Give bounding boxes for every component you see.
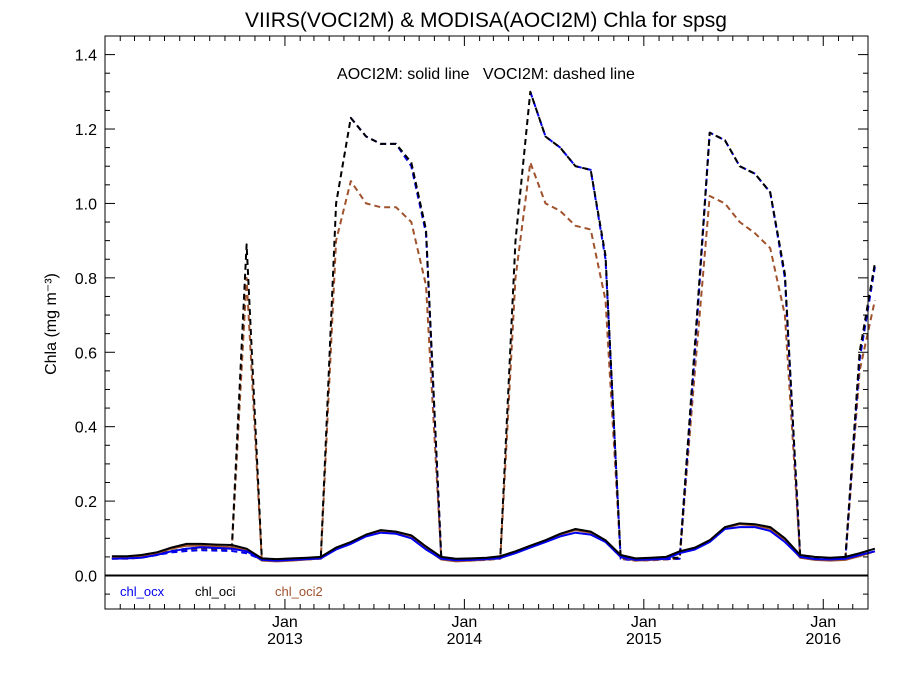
x-tick-label-month: Jan xyxy=(631,614,657,631)
y-tick-label: 0.2 xyxy=(75,494,97,511)
series-chl_ocx-aoci2m xyxy=(111,526,876,562)
legend-item-chl_oci: chl_oci xyxy=(195,584,236,599)
series-chl_oci-voci2m xyxy=(111,90,876,561)
chart-annotation: AOCI2M: solid line VOCI2M: dashed line xyxy=(337,66,635,83)
x-tick-label-year: 2016 xyxy=(805,631,841,648)
x-tick-label-month: Jan xyxy=(451,614,477,631)
x-tick-label-year: 2015 xyxy=(626,631,662,648)
x-tick-label-month: Jan xyxy=(272,614,298,631)
legend-item-chl_oci2: chl_oci2 xyxy=(275,584,323,599)
y-tick-label: 0.0 xyxy=(75,569,97,586)
y-tick-label: 1.2 xyxy=(75,122,97,139)
plot-frame xyxy=(104,35,869,610)
y-tick-label: 1.0 xyxy=(75,196,97,213)
y-tick-label: 0.6 xyxy=(75,345,97,362)
y-tick-label: 1.4 xyxy=(75,48,97,65)
y-tick-label: 0.4 xyxy=(75,420,97,437)
legend: chl_ocx chl_oci chl_oci2 xyxy=(120,584,323,599)
plot-area xyxy=(105,90,876,577)
y-axis-label: Chla (mg m⁻³) xyxy=(43,273,60,375)
x-tick-label-year: 2013 xyxy=(267,631,303,648)
legend-item-chl_ocx: chl_ocx xyxy=(120,584,165,599)
axes: 0.00.20.40.60.81.01.21.4Jan2013Jan2014Ja… xyxy=(75,35,869,648)
series-chl_oci-aoci2m xyxy=(111,522,876,561)
chart-title: VIIRS(VOCI2M) & MODISA(AOCI2M) Chla for … xyxy=(245,9,727,32)
x-tick-label-month: Jan xyxy=(810,614,836,631)
y-tick-label: 0.8 xyxy=(75,271,97,288)
x-tick-label-year: 2014 xyxy=(447,631,483,648)
